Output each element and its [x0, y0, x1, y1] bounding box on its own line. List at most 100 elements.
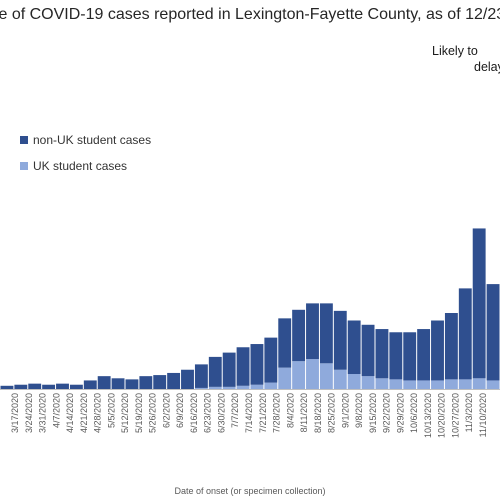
bar-non-uk-10-20 — [431, 320, 444, 381]
bar-uk-11-17 — [486, 380, 500, 389]
x-tick-label: 5/5/2020 — [106, 393, 116, 428]
bar-non-uk-3-24 — [14, 384, 28, 389]
bar-non-uk-11-3 — [458, 288, 472, 380]
bar-non-uk-8-4 — [278, 318, 292, 368]
legend-item-uk: UK student cases — [20, 159, 127, 173]
x-tick-label: 3/17/2020 — [10, 393, 20, 433]
bar-non-uk-7-21 — [250, 344, 264, 385]
legend-item-non-uk: non-UK student cases — [20, 133, 151, 147]
x-tick-label: 4/7/2020 — [51, 393, 61, 428]
x-tick-label: 4/21/2020 — [79, 393, 89, 433]
bar-non-uk-4-7 — [42, 384, 56, 389]
x-tick-label: 11/3/2020 — [464, 393, 474, 432]
x-tick-label: 9/1/2020 — [340, 393, 350, 428]
x-tick-label: 3/24/2020 — [24, 393, 34, 433]
x-tick-label: 7/21/2020 — [258, 393, 268, 433]
x-tick-label: 5/26/2020 — [148, 393, 158, 433]
x-tick-label: 9/15/2020 — [368, 393, 378, 433]
bar-non-uk-8-18 — [306, 303, 319, 360]
x-axis-label: Date of onset (or specimen collection) — [174, 486, 326, 496]
bar-non-uk-7-14 — [236, 347, 250, 386]
annotation-line-1: Likely to — [432, 44, 478, 58]
bar-non-uk-10-13 — [417, 329, 431, 381]
bar-non-uk-7-7 — [222, 352, 236, 387]
bar-uk-7-14 — [236, 385, 250, 389]
bar-non-uk-4-14 — [56, 383, 69, 389]
bar-uk-10-20 — [431, 380, 444, 389]
bar-non-uk-9-8 — [347, 320, 361, 375]
legend-swatch-uk — [20, 162, 28, 170]
bar-uk-9-1 — [333, 369, 347, 389]
bar-uk-9-22 — [375, 378, 389, 389]
bar-uk-6-23 — [194, 387, 208, 389]
x-tick-label: 5/12/2020 — [120, 393, 130, 433]
bar-uk-7-28 — [264, 382, 278, 389]
bar-uk-8-18 — [306, 359, 319, 389]
x-tick-label: 4/28/2020 — [93, 393, 103, 433]
bar-non-uk-4-28 — [83, 380, 97, 389]
x-tick-label: 6/23/2020 — [203, 393, 213, 433]
x-tick-label: 9/29/2020 — [395, 393, 405, 433]
legend-swatch-non-uk — [20, 136, 28, 144]
x-tick-label: 3/31/2020 — [38, 393, 48, 433]
bar-uk-6-30 — [208, 386, 222, 389]
bar-uk-10-6 — [403, 380, 417, 389]
bar-non-uk-4-21 — [69, 384, 83, 389]
bar-non-uk-6-23 — [194, 364, 208, 388]
bar-non-uk-8-11 — [292, 309, 306, 362]
bar-non-uk-6-9 — [167, 372, 181, 389]
bar-uk-9-29 — [389, 379, 403, 389]
x-tick-label: 7/7/2020 — [230, 393, 240, 428]
x-tick-label: 7/14/2020 — [244, 393, 254, 433]
bar-uk-10-27 — [444, 379, 458, 389]
x-tick-label: 10/13/2020 — [423, 393, 433, 438]
bar-non-uk-6-16 — [181, 369, 194, 389]
bar-non-uk-6-2 — [153, 375, 167, 389]
bar-uk-8-4 — [278, 367, 292, 389]
bar-non-uk-9-15 — [361, 324, 375, 377]
legend-label-non-uk: non-UK student cases — [33, 133, 152, 147]
x-tick-label: 8/25/2020 — [327, 393, 337, 433]
bar-uk-9-8 — [347, 374, 361, 389]
x-tick-label: 10/6/2020 — [409, 393, 419, 433]
legend-label-uk: UK student cases — [33, 159, 128, 173]
bar-uk-10-13 — [417, 380, 431, 389]
bar-uk-7-21 — [250, 384, 264, 389]
bar-non-uk-10-6 — [403, 332, 417, 381]
x-tick-label: 5/19/2020 — [134, 393, 144, 433]
x-tick-label: 8/11/2020 — [299, 393, 309, 432]
x-tick-label: 8/18/2020 — [313, 393, 323, 433]
x-tick-label: 6/16/2020 — [189, 393, 199, 433]
chart-title: Epidemic curve of COVID-19 cases reporte… — [0, 6, 500, 23]
x-tick-label: 8/4/2020 — [285, 393, 295, 428]
bar-non-uk-9-22 — [375, 329, 389, 379]
bar-non-uk-9-1 — [333, 310, 347, 370]
bar-uk-11-3 — [458, 379, 472, 389]
x-tick-label: 9/22/2020 — [382, 393, 392, 433]
bar-non-uk-5-12 — [111, 378, 125, 389]
bar-non-uk-11-17 — [486, 284, 500, 381]
x-tick-label: 6/9/2020 — [175, 393, 185, 428]
bar-uk-9-15 — [361, 376, 375, 389]
x-tick-label: 7/28/2020 — [272, 393, 282, 433]
bar-non-uk-10-27 — [444, 313, 458, 380]
bar-non-uk-7-28 — [264, 337, 278, 383]
bar-non-uk-9-29 — [389, 332, 403, 380]
bar-non-uk-5-19 — [125, 379, 139, 389]
bar-non-uk-11-10 — [472, 228, 486, 379]
x-tick-label: 10/20/2020 — [437, 393, 447, 438]
annotation-line-2: delayed — [474, 60, 500, 74]
x-tick-label: 11/10/2020 — [478, 393, 488, 437]
x-tick-label: 9/8/2020 — [354, 393, 364, 428]
bar-non-uk-3-31 — [28, 383, 42, 389]
x-tick-label: 6/30/2020 — [216, 393, 226, 433]
x-tick-label: 6/2/2020 — [161, 393, 171, 428]
bar-uk-8-11 — [292, 361, 306, 389]
bar-non-uk-6-30 — [208, 356, 222, 387]
bar-non-uk-5-26 — [139, 376, 153, 389]
bar-uk-11-10 — [472, 378, 486, 389]
x-tick-label: 4/14/2020 — [65, 393, 75, 433]
bar-uk-7-7 — [222, 386, 236, 389]
